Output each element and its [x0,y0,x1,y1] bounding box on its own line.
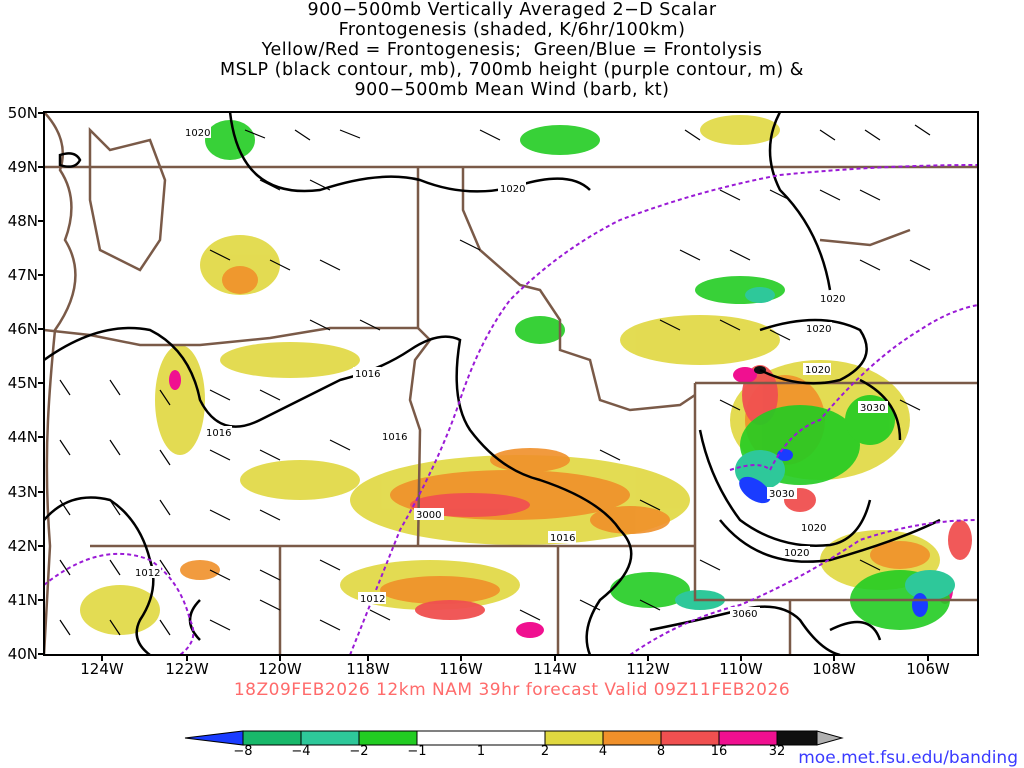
lon-label: 110W [719,660,763,678]
lat-label: 42N [7,537,38,555]
lon-label: 116W [439,660,483,678]
colorbar-label: 2 [540,744,550,759]
colorbar-swatch [544,730,604,746]
mslp-label: 1020 [500,184,525,195]
height-label: 3000 [416,510,441,521]
mslp-label: 1020 [801,523,826,534]
lon-label: 106W [906,660,950,678]
colorbar-swatch [416,730,546,746]
colorbar-label: 16 [710,744,728,759]
lon-label: 120W [258,660,302,678]
lon-label: 108W [812,660,856,678]
title-line-2: Frontogenesis (shaded, K/6hr/100km) [338,20,686,40]
height-label: 3030 [769,489,794,500]
title-line-4: MSLP (black contour, mb), 700mb height (… [220,60,804,80]
colorbar-label: 32 [768,744,786,759]
forecast-valid-line: 18Z09FEB2026 12km NAM 39hr forecast Vali… [233,680,791,700]
title-line-5: 900−500mb Mean Wind (barb, kt) [354,80,670,100]
lat-label: 45N [7,374,38,392]
mslp-label: 1012 [135,568,160,579]
colorbar-label: −4 [291,744,311,759]
lon-label: 112W [626,660,670,678]
height-contours [44,164,978,655]
lat-label: 40N [7,645,38,663]
colorbar-swatch [718,730,778,746]
mslp-label: 1016 [382,432,407,443]
colorbar-swatch [184,730,244,746]
colorbar-swatch [358,730,418,746]
site-credit: moe.met.fsu.edu/banding [798,748,1018,768]
colorbar-swatch [660,730,720,746]
colorbar-swatch [602,730,662,746]
lat-label: 44N [7,428,38,446]
mslp-label: 1020 [784,548,809,559]
lat-label: 46N [7,320,38,338]
colorbar-label: 1 [476,744,486,759]
lon-label: 118W [346,660,390,678]
title-block: 900−500mb Vertically Averaged 2−D Scalar… [0,0,1024,100]
colorbar-label: 8 [656,744,666,759]
axis-ticks [38,112,929,661]
colorbar-label: −8 [233,744,253,759]
colorbar-label: 4 [598,744,608,759]
mslp-label: 1016 [355,369,380,380]
lon-label: 124W [80,660,124,678]
mslp-label: 1016 [206,428,231,439]
title-line-1: 900−500mb Vertically Averaged 2−D Scalar [307,0,717,20]
colorbar-swatch [300,730,360,746]
mslp-label: 1020 [806,324,831,335]
lat-label: 43N [7,483,38,501]
colorbar-label: −1 [407,744,427,759]
colorbar-label: −2 [349,744,369,759]
mslp-label: 1020 [820,294,845,305]
mslp-label: 1016 [550,533,575,544]
lat-label: 49N [7,158,38,176]
lon-label: 122W [165,660,209,678]
lat-label: 50N [7,104,38,122]
height-label: 3060 [732,609,757,620]
title-line-3: Yellow/Red = Frontogenesis; Green/Blue =… [261,40,763,60]
mslp-label: 1012 [360,594,385,605]
lat-label: 48N [7,212,38,230]
lat-label: 41N [7,591,38,609]
height-label: 3030 [860,403,885,414]
colorbar-swatch [242,730,302,746]
wind-barbs [59,124,931,636]
colorbar [184,730,844,746]
mslp-label: 1020 [805,365,830,376]
frontogenesis-shading [80,115,972,638]
contour-labels: 1020 1020 1020 1020 1020 1016 1016 1016 … [133,126,888,620]
colorbar-swatch [776,730,818,746]
mslp-label: 1020 [185,128,210,139]
lat-label: 47N [7,266,38,284]
colorbar-swatch [816,730,844,746]
state-borders [44,112,978,655]
lon-label: 114W [533,660,577,678]
